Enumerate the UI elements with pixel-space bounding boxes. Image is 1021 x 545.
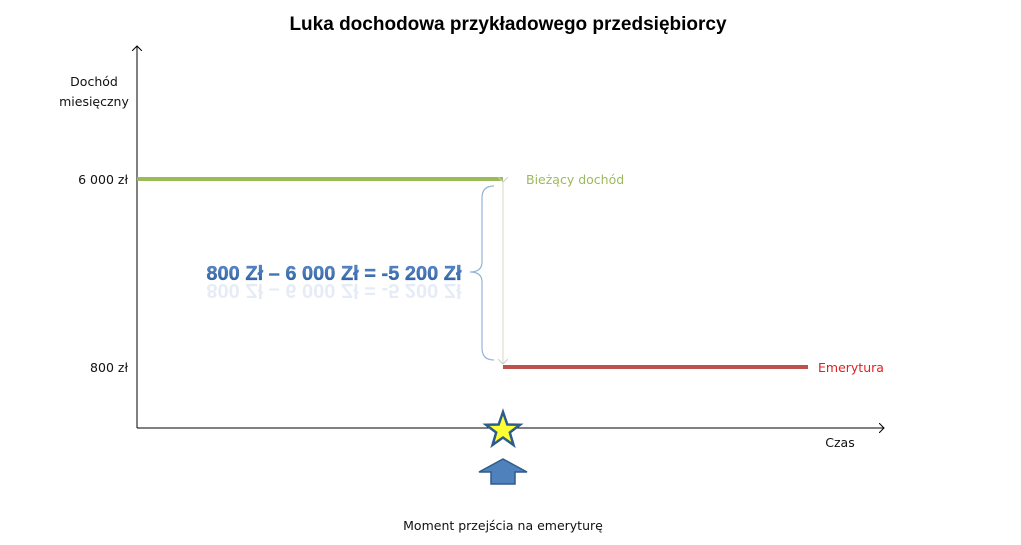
- x-axis-label: Czas: [825, 435, 854, 450]
- gap-brace: [469, 185, 495, 361]
- y-axis-label-line1: Dochód: [70, 74, 118, 89]
- gap-annotation-reflection: 800 Zł – 6 000 Zł = -5 200 Zł: [206, 279, 462, 301]
- y-tick-800: 800 zł: [90, 360, 128, 375]
- retirement-moment-label: Moment przejścia na emeryturę: [403, 518, 603, 533]
- gap-annotation: 800 Zł – 6 000 Zł = -5 200 Zł: [206, 263, 462, 285]
- y-tick-6000: 6 000 zł: [78, 172, 128, 187]
- y-axis-label-line2: miesięczny: [59, 94, 129, 109]
- retirement-arrow-up-icon: [478, 458, 528, 485]
- chart-title: Luka dochodowa przykładowego przedsiębio…: [289, 14, 727, 35]
- retirement-star-icon: [482, 408, 524, 449]
- current-income-label: Bieżący dochód: [526, 172, 624, 187]
- pension-label: Emerytura: [818, 360, 884, 375]
